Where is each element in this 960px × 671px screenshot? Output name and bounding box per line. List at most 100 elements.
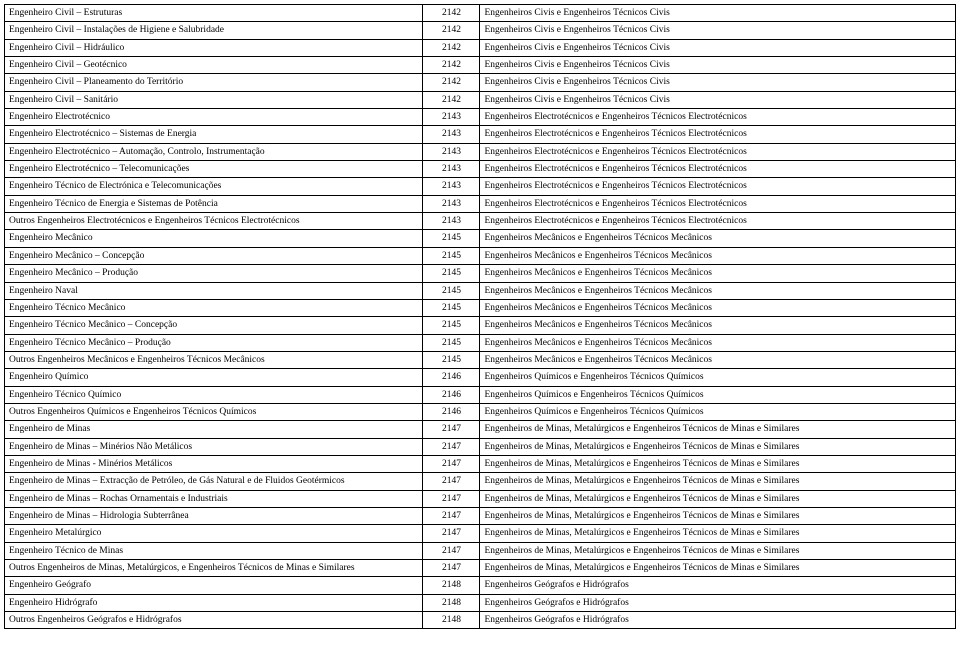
code-cell: 2145	[423, 334, 480, 351]
profession-cell: Engenheiro Civil – Geotécnico	[5, 57, 423, 74]
table-row: Engenheiro Geógrafo2148Engenheiros Geógr…	[5, 577, 956, 594]
category-cell: Engenheiros Químicos e Engenheiros Técni…	[480, 403, 956, 420]
code-cell: 2147	[423, 490, 480, 507]
category-cell: Engenheiros Mecânicos e Engenheiros Técn…	[480, 334, 956, 351]
table-row: Engenheiro de Minas - Minérios Metálicos…	[5, 455, 956, 472]
table-row: Engenheiro Hidrógrafo2148Engenheiros Geó…	[5, 594, 956, 611]
category-cell: Engenheiros de Minas, Metalúrgicos e Eng…	[480, 525, 956, 542]
code-cell: 2148	[423, 594, 480, 611]
category-cell: Engenheiros de Minas, Metalúrgicos e Eng…	[480, 490, 956, 507]
profession-cell: Engenheiro Químico	[5, 369, 423, 386]
category-cell: Engenheiros Mecânicos e Engenheiros Técn…	[480, 282, 956, 299]
category-cell: Engenheiros Electrotécnicos e Engenheiro…	[480, 195, 956, 212]
profession-cell: Engenheiro de Minas – Extracção de Petró…	[5, 473, 423, 490]
code-cell: 2142	[423, 5, 480, 22]
table-row: Engenheiro Mecânico2145Engenheiros Mecân…	[5, 230, 956, 247]
code-cell: 2147	[423, 473, 480, 490]
table-body: Engenheiro Civil – Estruturas2142Engenhe…	[5, 5, 956, 629]
profession-cell: Engenheiro Civil – Instalações de Higien…	[5, 22, 423, 39]
profession-cell: Outros Engenheiros Geógrafos e Hidrógraf…	[5, 612, 423, 629]
profession-cell: Engenheiro Técnico Químico	[5, 386, 423, 403]
table-row: Engenheiro de Minas – Minérios Não Metál…	[5, 438, 956, 455]
profession-cell: Outros Engenheiros Químicos e Engenheiro…	[5, 403, 423, 420]
category-cell: Engenheiros Mecânicos e Engenheiros Técn…	[480, 265, 956, 282]
code-cell: 2145	[423, 265, 480, 282]
category-cell: Engenheiros de Minas, Metalúrgicos e Eng…	[480, 560, 956, 577]
category-cell: Engenheiros Geógrafos e Hidrógrafos	[480, 594, 956, 611]
table-row: Engenheiro Electrotécnico – Sistemas de …	[5, 126, 956, 143]
profession-cell: Engenheiro Electrotécnico – Automação, C…	[5, 143, 423, 160]
table-row: Engenheiro Técnico Mecânico – Concepção2…	[5, 317, 956, 334]
profession-cell: Engenheiro Civil – Planeamento do Territ…	[5, 74, 423, 91]
profession-cell: Engenheiro Electrotécnico – Sistemas de …	[5, 126, 423, 143]
table-row: Outros Engenheiros Mecânicos e Engenheir…	[5, 351, 956, 368]
code-cell: 2145	[423, 299, 480, 316]
category-cell: Engenheiros Mecânicos e Engenheiros Técn…	[480, 317, 956, 334]
table-row: Engenheiro Mecânico – Concepção2145Engen…	[5, 247, 956, 264]
code-cell: 2143	[423, 195, 480, 212]
profession-cell: Engenheiro Mecânico – Produção	[5, 265, 423, 282]
category-cell: Engenheiros Mecânicos e Engenheiros Técn…	[480, 247, 956, 264]
profession-cell: Outros Engenheiros de Minas, Metalúrgico…	[5, 560, 423, 577]
category-cell: Engenheiros de Minas, Metalúrgicos e Eng…	[480, 542, 956, 559]
category-cell: Engenheiros Civis e Engenheiros Técnicos…	[480, 57, 956, 74]
code-cell: 2145	[423, 282, 480, 299]
profession-cell: Engenheiro Electrotécnico – Telecomunica…	[5, 161, 423, 178]
table-row: Engenheiro Naval2145Engenheiros Mecânico…	[5, 282, 956, 299]
table-row: Engenheiro Electrotécnico2143Engenheiros…	[5, 109, 956, 126]
table-row: Outros Engenheiros Electrotécnicos e Eng…	[5, 213, 956, 230]
code-cell: 2142	[423, 22, 480, 39]
code-cell: 2147	[423, 507, 480, 524]
category-cell: Engenheiros Químicos e Engenheiros Técni…	[480, 386, 956, 403]
code-cell: 2147	[423, 455, 480, 472]
table-row: Engenheiro Electrotécnico – Automação, C…	[5, 143, 956, 160]
category-cell: Engenheiros de Minas, Metalúrgicos e Eng…	[480, 455, 956, 472]
profession-cell: Engenheiro Mecânico – Concepção	[5, 247, 423, 264]
profession-cell: Outros Engenheiros Mecânicos e Engenheir…	[5, 351, 423, 368]
category-cell: Engenheiros Civis e Engenheiros Técnicos…	[480, 74, 956, 91]
category-cell: Engenheiros Electrotécnicos e Engenheiro…	[480, 178, 956, 195]
table-row: Engenheiro Técnico de Minas2147Engenheir…	[5, 542, 956, 559]
profession-cell: Engenheiro Técnico de Electrónica e Tele…	[5, 178, 423, 195]
table-row: Engenheiro Civil – Hidráulico2142Engenhe…	[5, 39, 956, 56]
category-cell: Engenheiros Electrotécnicos e Engenheiro…	[480, 143, 956, 160]
code-cell: 2143	[423, 161, 480, 178]
profession-cell: Engenheiro Hidrógrafo	[5, 594, 423, 611]
code-cell: 2143	[423, 126, 480, 143]
category-cell: Engenheiros Mecânicos e Engenheiros Técn…	[480, 351, 956, 368]
table-row: Engenheiro Electrotécnico – Telecomunica…	[5, 161, 956, 178]
category-cell: Engenheiros de Minas, Metalúrgicos e Eng…	[480, 507, 956, 524]
profession-table: Engenheiro Civil – Estruturas2142Engenhe…	[4, 4, 956, 629]
code-cell: 2145	[423, 230, 480, 247]
table-row: Engenheiro Técnico Mecânico – Produção21…	[5, 334, 956, 351]
profession-cell: Engenheiro de Minas - Minérios Metálicos	[5, 455, 423, 472]
category-cell: Engenheiros Geógrafos e Hidrógrafos	[480, 577, 956, 594]
table-row: Engenheiro Civil – Sanitário2142Engenhei…	[5, 91, 956, 108]
profession-cell: Engenheiro de Minas – Rochas Ornamentais…	[5, 490, 423, 507]
profession-cell: Engenheiro Electrotécnico	[5, 109, 423, 126]
table-row: Engenheiro Civil – Instalações de Higien…	[5, 22, 956, 39]
table-row: Outros Engenheiros de Minas, Metalúrgico…	[5, 560, 956, 577]
profession-cell: Engenheiro Técnico Mecânico	[5, 299, 423, 316]
code-cell: 2147	[423, 421, 480, 438]
profession-cell: Engenheiro Técnico Mecânico – Produção	[5, 334, 423, 351]
profession-cell: Engenheiro de Minas	[5, 421, 423, 438]
code-cell: 2146	[423, 386, 480, 403]
code-cell: 2142	[423, 39, 480, 56]
category-cell: Engenheiros Electrotécnicos e Engenheiro…	[480, 213, 956, 230]
category-cell: Engenheiros Electrotécnicos e Engenheiro…	[480, 161, 956, 178]
category-cell: Engenheiros de Minas, Metalúrgicos e Eng…	[480, 438, 956, 455]
table-row: Engenheiro Civil – Estruturas2142Engenhe…	[5, 5, 956, 22]
profession-cell: Outros Engenheiros Electrotécnicos e Eng…	[5, 213, 423, 230]
table-row: Engenheiro Técnico de Energia e Sistemas…	[5, 195, 956, 212]
category-cell: Engenheiros Civis e Engenheiros Técnicos…	[480, 91, 956, 108]
category-cell: Engenheiros Electrotécnicos e Engenheiro…	[480, 109, 956, 126]
profession-cell: Engenheiro Geógrafo	[5, 577, 423, 594]
code-cell: 2143	[423, 109, 480, 126]
table-row: Engenheiro de Minas – Rochas Ornamentais…	[5, 490, 956, 507]
code-cell: 2142	[423, 91, 480, 108]
code-cell: 2147	[423, 560, 480, 577]
code-cell: 2143	[423, 178, 480, 195]
code-cell: 2147	[423, 438, 480, 455]
profession-cell: Engenheiro de Minas – Hidrologia Subterr…	[5, 507, 423, 524]
